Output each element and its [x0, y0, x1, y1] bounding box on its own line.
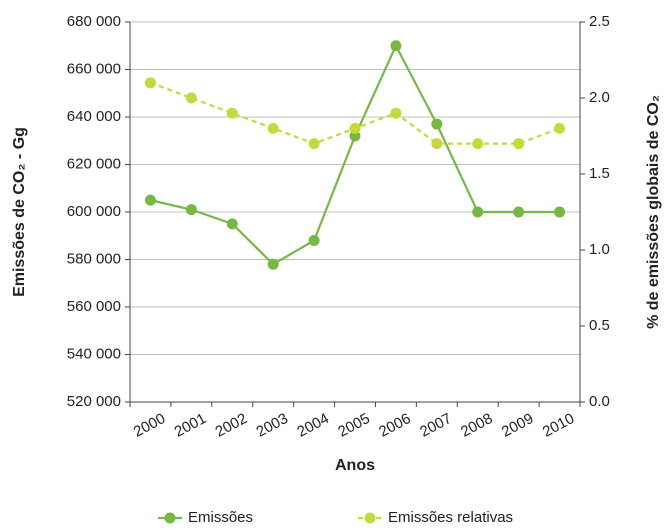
y-tick-label: 520 000 [67, 393, 121, 410]
y2-tick-label: 2.0 [589, 89, 610, 106]
x-tick-label: 2006 [376, 410, 413, 441]
series-line [150, 43, 560, 266]
data-point [144, 194, 156, 206]
data-point [349, 122, 361, 134]
y2-tick-label: 0.5 [589, 317, 610, 334]
data-point [431, 138, 443, 150]
legend-item: Emissões [158, 509, 253, 526]
legend-label: Emissões [188, 509, 253, 526]
y-tick-label: 620 000 [67, 155, 121, 172]
y-tick-label: 600 000 [67, 203, 121, 220]
data-point [554, 122, 566, 134]
data-point [390, 40, 402, 52]
data-point [185, 92, 197, 104]
x-tick-label: 2004 [294, 410, 331, 441]
y2-tick-label: 1.0 [589, 241, 610, 258]
legend-marker [364, 512, 376, 524]
data-point [308, 235, 320, 246]
data-point [472, 138, 484, 150]
data-point [185, 204, 197, 216]
x-tick-label: 2001 [172, 410, 209, 441]
data-point [144, 77, 156, 89]
data-point [431, 118, 443, 130]
data-point [226, 107, 238, 119]
x-axis-title: Anos [335, 457, 375, 474]
data-point [267, 122, 279, 134]
x-tick-label: 2007 [417, 410, 454, 441]
y-tick-label: 580 000 [67, 250, 121, 267]
data-point [349, 130, 361, 142]
x-tick-label: 2002 [213, 410, 250, 441]
data-point [472, 206, 484, 218]
y-tick-label: 660 000 [67, 60, 121, 77]
y-axis-title: Emissões de CO₂ - Gg [11, 127, 28, 297]
x-tick-label: 2010 [540, 410, 577, 441]
y2-tick-label: 2.5 [589, 13, 610, 30]
y-tick-label: 560 000 [67, 298, 121, 315]
x-tick-label: 2009 [499, 410, 536, 441]
data-point [513, 206, 525, 218]
y2-tick-label: 0.0 [589, 393, 610, 410]
data-point [308, 138, 320, 150]
y-tick-label: 640 000 [67, 108, 121, 125]
x-tick-label: 2008 [458, 410, 495, 441]
data-point [390, 107, 402, 119]
y2-axis-title: % de emissões globais de CO₂ [645, 95, 662, 329]
x-tick-label: 2000 [131, 410, 168, 441]
legend-label: Emissões relativas [388, 509, 513, 526]
data-point [267, 258, 279, 270]
legend-marker [164, 512, 176, 524]
x-tick-label: 2003 [253, 410, 290, 441]
y-tick-label: 680 000 [67, 13, 121, 30]
x-tick-label: 2005 [335, 410, 372, 441]
data-point [513, 138, 525, 150]
y-tick-label: 540 000 [67, 345, 121, 362]
data-point [226, 218, 238, 230]
y2-tick-label: 1.5 [589, 165, 610, 182]
legend-item: Emissões relativas [358, 509, 513, 526]
data-point [554, 206, 566, 218]
